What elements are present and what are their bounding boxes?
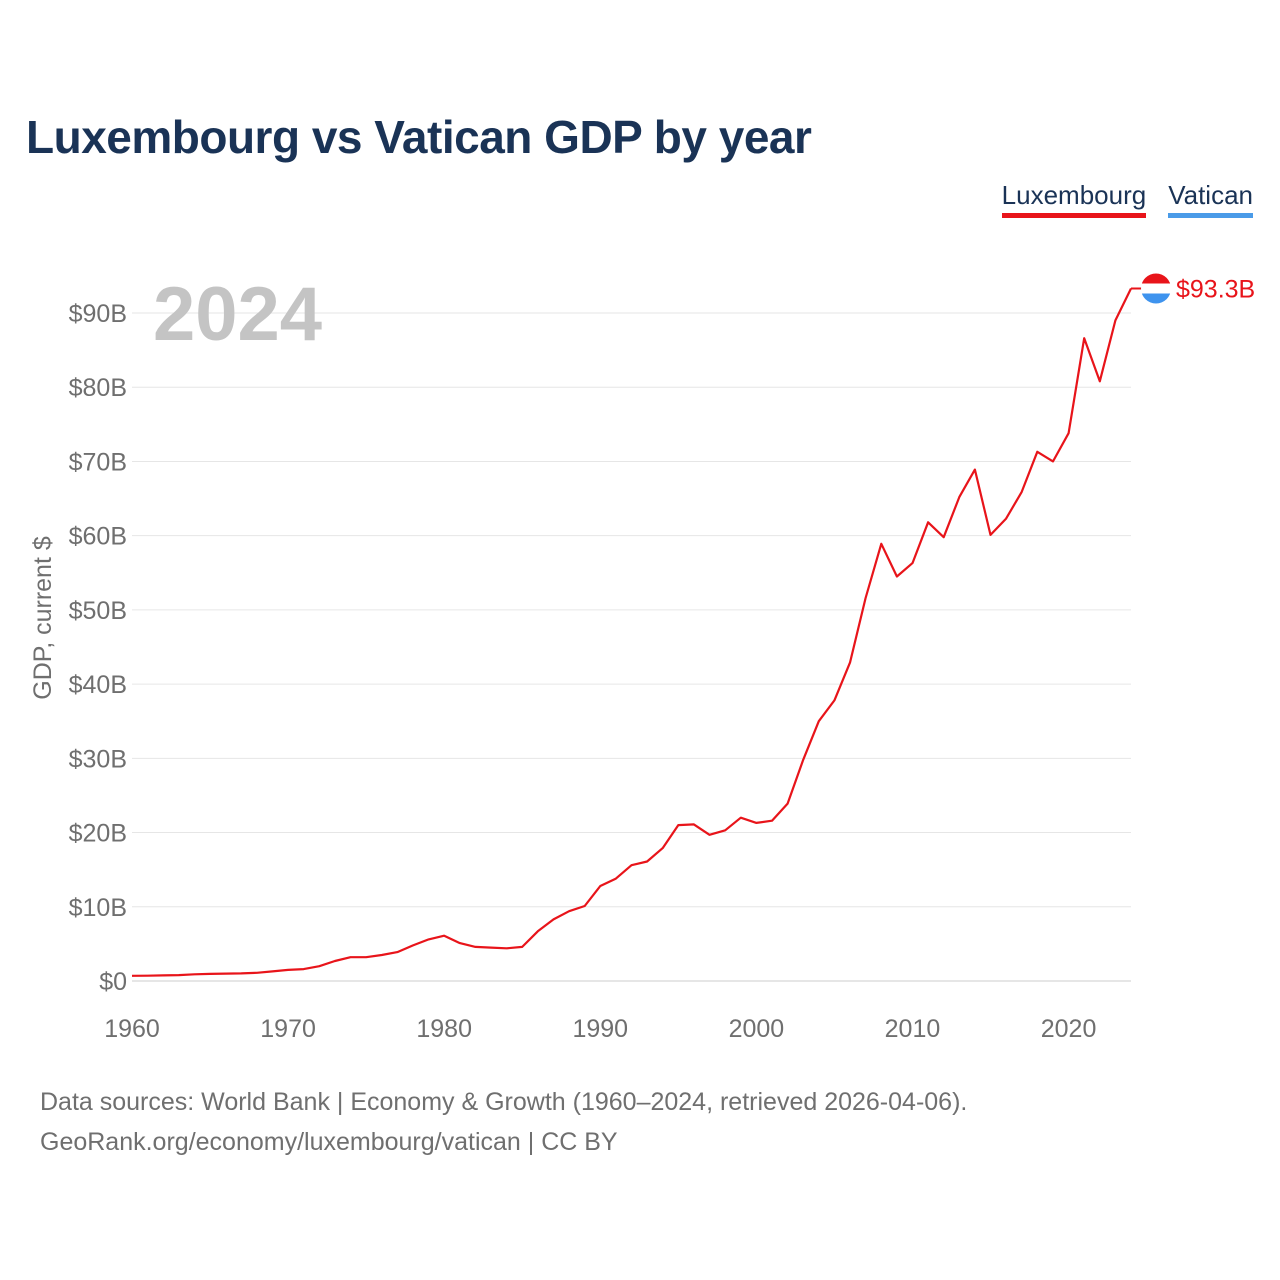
footer: Data sources: World Bank | Economy & Gro… bbox=[40, 1082, 967, 1162]
y-axis-label: GDP, current $ bbox=[29, 536, 57, 700]
series-line-luxembourg bbox=[131, 288, 1132, 977]
y-tick-label: $70B bbox=[69, 448, 127, 476]
source-link[interactable]: GeoRank.org/economy/luxembourg/vatican |… bbox=[40, 1128, 618, 1156]
y-tick-label: $50B bbox=[69, 597, 127, 625]
legend-item-luxembourg[interactable]: Luxembourg bbox=[1001, 180, 1147, 218]
end-value-label: $93.3B bbox=[1176, 276, 1255, 304]
legend: Luxembourg Vatican bbox=[1001, 180, 1253, 218]
x-tick-label: 2010 bbox=[885, 1015, 941, 1043]
y-tick-label: $30B bbox=[69, 745, 127, 773]
x-tick-label: 2000 bbox=[729, 1015, 785, 1043]
x-tick-label: 1960 bbox=[104, 1015, 160, 1043]
x-tick-label: 1980 bbox=[416, 1015, 472, 1043]
year-watermark: 2024 bbox=[153, 272, 322, 357]
x-tick-label: 2020 bbox=[1041, 1015, 1097, 1043]
y-tick-label: $90B bbox=[69, 300, 127, 328]
x-tick-label: 1990 bbox=[572, 1015, 628, 1043]
y-tick-label: $60B bbox=[69, 523, 127, 551]
y-tick-label: $80B bbox=[69, 374, 127, 402]
y-tick-label: $40B bbox=[69, 671, 127, 699]
y-tick-label: $0 bbox=[99, 968, 127, 996]
luxembourg-flag-icon bbox=[1141, 273, 1171, 304]
legend-item-vatican[interactable]: Vatican bbox=[1168, 180, 1253, 218]
y-tick-label: $10B bbox=[69, 894, 127, 922]
data-source-note: Data sources: World Bank | Economy & Gro… bbox=[40, 1088, 968, 1116]
y-tick-label: $20B bbox=[69, 820, 127, 848]
x-tick-label: 1970 bbox=[260, 1015, 316, 1043]
chart-title: Luxembourg vs Vatican GDP by year bbox=[26, 111, 812, 163]
